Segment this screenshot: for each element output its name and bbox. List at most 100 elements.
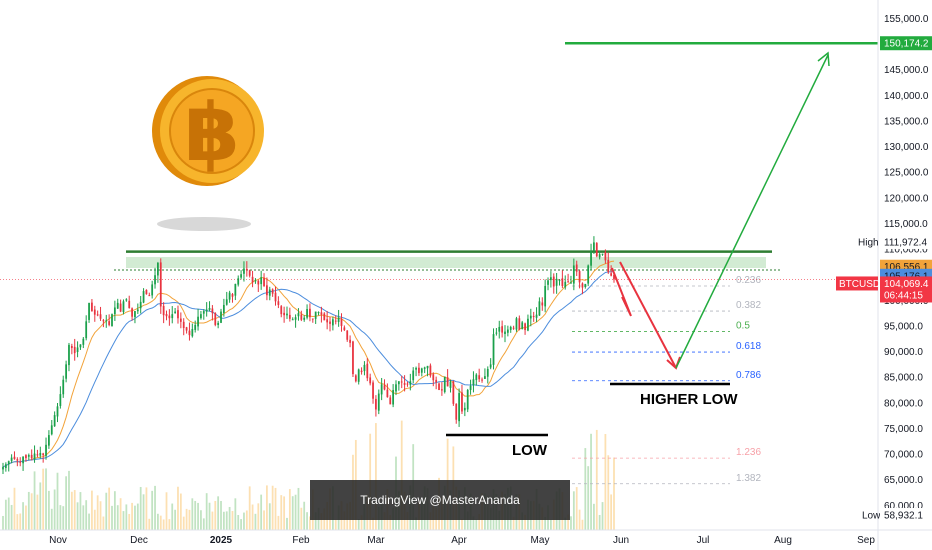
volume-bar — [7, 497, 10, 530]
volume-bar — [309, 516, 311, 530]
price-tick-label: 125,000.0 — [884, 168, 929, 179]
volume-bar — [607, 455, 610, 530]
candle-body — [188, 330, 191, 336]
candle-body — [286, 313, 288, 316]
price-tick-label: 70,000.0 — [884, 450, 923, 461]
candle-body — [119, 303, 122, 312]
fib-level-label: 0.236 — [736, 275, 761, 286]
candle-body — [403, 383, 406, 385]
volume-bar — [521, 512, 524, 530]
volume-bar — [587, 466, 590, 530]
candle-body — [484, 376, 486, 379]
candle-body — [506, 329, 509, 333]
candle-body — [108, 321, 111, 325]
candle-body — [27, 455, 30, 457]
volume-bar — [564, 517, 567, 530]
volume-bar — [177, 486, 179, 530]
candle-body — [205, 309, 208, 312]
fib-level-label: 0.382 — [736, 300, 761, 311]
time-tick-label: Mar — [367, 535, 385, 546]
candle-body — [320, 312, 323, 315]
volume-bar — [194, 500, 197, 530]
candle-body — [16, 459, 19, 461]
candle-body — [263, 277, 265, 286]
candle-body — [386, 389, 389, 398]
candle-body — [99, 314, 102, 319]
volume-bar — [254, 513, 257, 530]
volume-bar — [27, 491, 30, 530]
volume-bar — [372, 517, 374, 530]
time-tick-label: Aug — [774, 535, 792, 546]
candle-body — [498, 326, 501, 332]
candle-body — [131, 308, 133, 317]
volume-bar — [572, 491, 575, 530]
candle-body — [331, 319, 334, 326]
candle-body — [19, 461, 22, 463]
candle-body — [168, 315, 171, 319]
candle-body — [154, 275, 156, 285]
volume-bar — [271, 485, 274, 530]
candle-body — [527, 318, 529, 331]
volume-bar — [225, 511, 228, 530]
time-axis[interactable]: Nov Dec 2025 Feb Mar Apr May Jun Jul Aug Sep — [0, 529, 932, 546]
volume-bar — [93, 509, 96, 530]
volume-bar — [182, 516, 185, 530]
candle-body — [613, 274, 615, 280]
candle-body — [475, 374, 478, 381]
price-tick-label: 130,000.0 — [884, 142, 929, 153]
candle-body — [42, 453, 45, 456]
volume-bar — [570, 516, 572, 530]
volume-bar — [498, 510, 501, 530]
candle-body — [423, 367, 426, 369]
volume-bar — [584, 448, 587, 530]
candle-body — [357, 369, 360, 382]
moving-average-orange — [2, 260, 615, 468]
volume-bar — [610, 494, 613, 530]
volume-bar — [88, 513, 90, 530]
candle-body — [564, 281, 567, 288]
volume-bar — [234, 498, 237, 530]
candle-body — [96, 314, 99, 316]
candle-body — [165, 313, 168, 317]
volume-bar — [578, 509, 581, 530]
candle-body — [512, 327, 515, 329]
ma1-price-badge-text: 106,556.1 — [884, 262, 929, 273]
volume-bar — [274, 487, 277, 530]
green-rise-arrow — [675, 54, 829, 369]
candle-body — [317, 312, 320, 314]
green-arrowhead — [817, 51, 830, 67]
volume-bar — [179, 493, 182, 530]
volume-bar — [134, 505, 136, 530]
volume-bar — [248, 486, 251, 530]
candle-body — [420, 368, 423, 373]
volume-bar — [220, 500, 222, 530]
volume-bar — [429, 512, 432, 530]
volume-bar — [165, 492, 168, 530]
volume-bar — [266, 485, 268, 530]
candle-body — [578, 271, 581, 283]
volume-bar — [263, 510, 265, 530]
volume-bar — [544, 517, 547, 530]
fib-level-label: 1.382 — [736, 473, 761, 484]
candle-body — [88, 302, 90, 320]
candle-body — [472, 379, 475, 386]
volume-bar — [475, 519, 478, 530]
time-tick-label: May — [531, 535, 550, 546]
time-tick-label: Jul — [697, 535, 710, 546]
volume-bar — [286, 517, 288, 530]
red-drop-arrow — [619, 261, 677, 369]
candle-body — [111, 314, 113, 327]
volume-bar — [136, 503, 139, 530]
candle-body — [274, 292, 277, 302]
candle-body — [598, 254, 601, 258]
volume-bar — [33, 471, 36, 530]
volume-bar — [159, 515, 162, 530]
candle-body — [501, 326, 504, 333]
candle-body — [59, 394, 62, 406]
price-tick-label: 60,000.0 — [884, 501, 923, 512]
candle-body — [354, 375, 357, 382]
candle-body — [352, 341, 354, 375]
candle-body — [443, 376, 446, 393]
